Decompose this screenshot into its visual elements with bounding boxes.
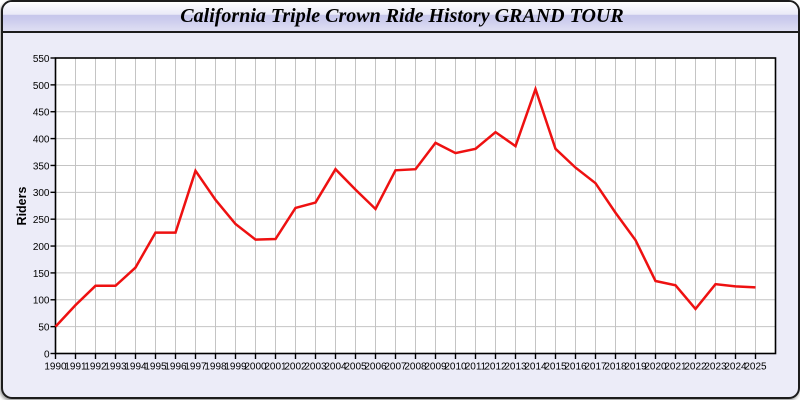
svg-text:2000: 2000 [244,362,267,373]
svg-text:1998: 1998 [204,362,227,373]
svg-text:1999: 1999 [224,362,247,373]
svg-text:2011: 2011 [465,362,487,373]
svg-text:200: 200 [33,242,50,253]
svg-text:2019: 2019 [624,362,647,373]
svg-text:2009: 2009 [424,362,447,373]
svg-text:2020: 2020 [644,362,667,373]
svg-text:0: 0 [44,349,50,360]
svg-text:1993: 1993 [104,362,127,373]
svg-text:1997: 1997 [184,362,207,373]
svg-text:2015: 2015 [544,362,567,373]
svg-text:2006: 2006 [364,362,387,373]
svg-text:2014: 2014 [524,362,547,373]
svg-text:2002: 2002 [284,362,307,373]
svg-text:2001: 2001 [264,362,287,373]
svg-text:2012: 2012 [484,362,507,373]
svg-text:2025: 2025 [744,362,767,373]
svg-text:1990: 1990 [44,362,67,373]
svg-text:2024: 2024 [724,362,747,373]
svg-text:1995: 1995 [144,362,167,373]
svg-text:2010: 2010 [444,362,467,373]
svg-text:2013: 2013 [504,362,527,373]
svg-text:2023: 2023 [704,362,727,373]
svg-text:250: 250 [33,215,50,226]
svg-text:1996: 1996 [164,362,187,373]
svg-text:1994: 1994 [124,362,147,373]
svg-text:550: 550 [33,54,50,65]
svg-text:2022: 2022 [684,362,707,373]
svg-text:2003: 2003 [304,362,327,373]
svg-text:300: 300 [33,188,50,199]
svg-text:350: 350 [33,161,50,172]
svg-text:50: 50 [38,323,50,334]
svg-text:1992: 1992 [84,362,107,373]
svg-text:Riders: Riders [15,187,29,226]
svg-text:1991: 1991 [64,362,87,373]
svg-text:100: 100 [33,296,50,307]
svg-text:450: 450 [33,108,50,119]
svg-text:400: 400 [33,134,50,145]
svg-text:2005: 2005 [344,362,367,373]
svg-text:2008: 2008 [404,362,427,373]
svg-text:2007: 2007 [384,362,407,373]
svg-text:150: 150 [33,269,50,280]
svg-text:2018: 2018 [604,362,627,373]
svg-text:2021: 2021 [664,362,687,373]
svg-text:2004: 2004 [324,362,347,373]
svg-text:2017: 2017 [584,362,607,373]
svg-text:500: 500 [33,81,50,92]
svg-text:2016: 2016 [564,362,587,373]
